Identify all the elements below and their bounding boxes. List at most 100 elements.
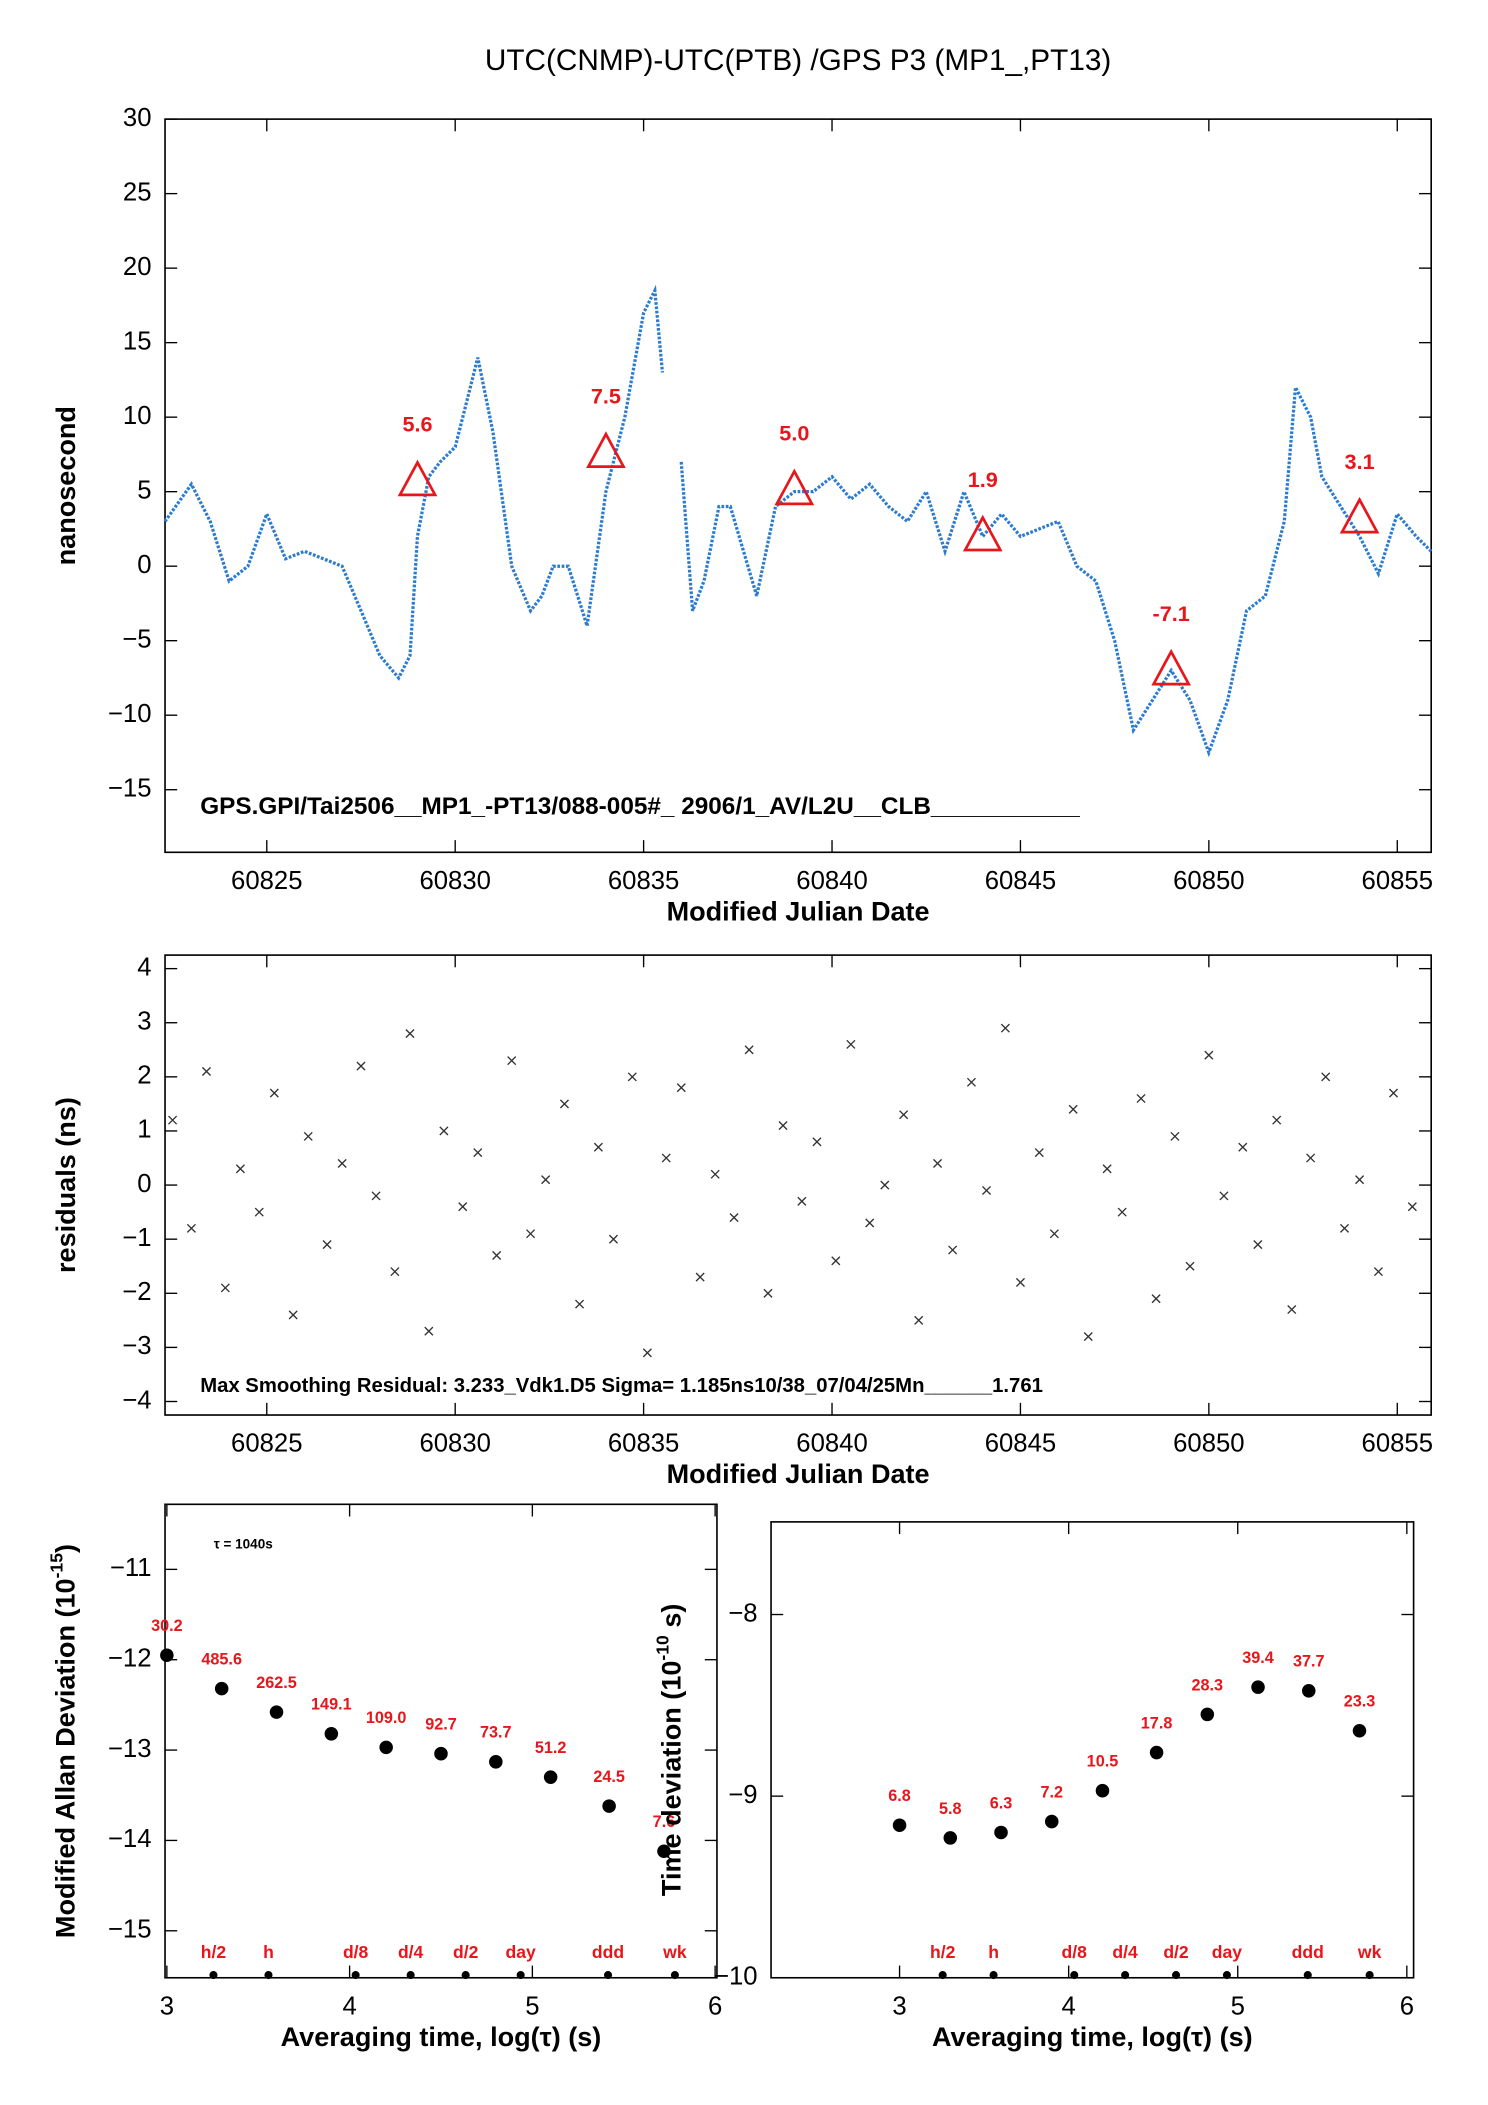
y-tick-label: 10 bbox=[123, 402, 152, 430]
point bbox=[543, 1770, 558, 1784]
residual-point bbox=[1136, 1093, 1146, 1104]
residual-point bbox=[424, 1326, 434, 1336]
plot-frame bbox=[770, 1521, 1415, 1979]
residual-point bbox=[1253, 1240, 1263, 1250]
residual-point bbox=[1068, 1104, 1078, 1114]
y-axis-label-part: ) bbox=[51, 1544, 81, 1553]
point bbox=[160, 1648, 174, 1662]
residual-point bbox=[778, 1121, 788, 1131]
point bbox=[1149, 1745, 1164, 1760]
plot-frame bbox=[164, 954, 1432, 1416]
period-label: ddd bbox=[592, 1942, 624, 1962]
point-label: 30.2 bbox=[151, 1617, 183, 1635]
residual-point bbox=[526, 1229, 536, 1239]
y-tick-label: −9 bbox=[728, 1781, 757, 1809]
residual-point bbox=[676, 1083, 686, 1093]
x-tick-label: 60855 bbox=[1362, 1430, 1433, 1458]
period-label: h/2 bbox=[930, 1942, 956, 1962]
y-tick-label: −4 bbox=[122, 1386, 151, 1414]
y-tick-label: −11 bbox=[110, 1554, 152, 1582]
period-label: d/4 bbox=[1112, 1942, 1138, 1962]
chart-title: UTC(CNMP)-UTC(PTB) /GPS P3 (MP1_,PT13) bbox=[485, 44, 1111, 77]
x-tick-label: 60835 bbox=[608, 1430, 679, 1458]
y-tick-label: −10 bbox=[108, 700, 152, 728]
residual-point bbox=[981, 1185, 992, 1196]
marker-label: 5.6 bbox=[402, 412, 432, 437]
residual-point bbox=[1339, 1223, 1350, 1233]
residual-point bbox=[865, 1218, 875, 1228]
period-mark bbox=[989, 1971, 998, 1980]
residual-point bbox=[1204, 1050, 1214, 1060]
triangle-marker bbox=[586, 431, 626, 468]
x-axis-label: Averaging time, log(τ) (s) bbox=[932, 2022, 1253, 2052]
x-tick-label: 4 bbox=[342, 1992, 356, 2020]
marker-label: 1.9 bbox=[968, 467, 998, 492]
residual-point bbox=[914, 1315, 924, 1325]
plot-frame bbox=[164, 1503, 718, 1979]
residual-point bbox=[899, 1110, 909, 1120]
residual-point bbox=[661, 1153, 671, 1163]
period-mark bbox=[461, 1971, 470, 1980]
residual-point bbox=[405, 1029, 415, 1039]
residual-point bbox=[1321, 1072, 1331, 1082]
residual-point bbox=[1102, 1164, 1112, 1174]
period-mark bbox=[603, 1971, 613, 1980]
y-axis-label-part: -10 bbox=[652, 1635, 672, 1661]
residual-point bbox=[642, 1348, 652, 1358]
point-label: 7.2 bbox=[1040, 1783, 1063, 1801]
x-axis-label: Modified Julian Date bbox=[667, 1459, 930, 1489]
period-mark bbox=[938, 1971, 947, 1980]
y-tick-label: 30 bbox=[123, 104, 152, 132]
x-tick-label: 6 bbox=[708, 1992, 722, 2020]
period-label: day bbox=[506, 1942, 537, 1962]
residual-point bbox=[948, 1245, 958, 1255]
residual-point bbox=[932, 1158, 943, 1168]
residual-point bbox=[458, 1202, 468, 1212]
period-label: h bbox=[988, 1942, 999, 1962]
x-tick-label: 60825 bbox=[231, 867, 302, 895]
y-tick-label: −15 bbox=[108, 774, 152, 802]
period-mark bbox=[1222, 1971, 1231, 1980]
residual-point bbox=[322, 1240, 332, 1250]
x-tick-label: 60840 bbox=[796, 1430, 867, 1458]
y-tick-label: −8 bbox=[728, 1599, 757, 1627]
residual-point bbox=[1117, 1207, 1127, 1217]
residual-point bbox=[303, 1131, 313, 1141]
point bbox=[489, 1755, 503, 1769]
point-label: 92.7 bbox=[425, 1716, 457, 1734]
y-tick-label: −10 bbox=[714, 1963, 758, 1991]
x-tick-label: 60845 bbox=[985, 867, 1056, 895]
residual-point bbox=[371, 1191, 381, 1201]
period-mark bbox=[670, 1971, 679, 1980]
x-axis-label: Modified Julian Date bbox=[667, 896, 930, 926]
x-tick-label: 3 bbox=[160, 1992, 174, 2020]
period-mark bbox=[264, 1971, 273, 1980]
residual-point bbox=[235, 1164, 245, 1174]
marker-label: 5.0 bbox=[779, 421, 809, 446]
x-tick-label: 3 bbox=[892, 1992, 906, 2020]
residual-point bbox=[710, 1169, 720, 1179]
residual-point bbox=[473, 1148, 483, 1158]
triangle-marker bbox=[397, 459, 438, 497]
residual-point bbox=[1355, 1175, 1365, 1185]
residual-point bbox=[168, 1115, 178, 1125]
point-label: 109.0 bbox=[366, 1709, 407, 1727]
x-axis-label: Averaging time, log(τ) (s) bbox=[281, 2022, 602, 2052]
residual-point bbox=[1219, 1191, 1229, 1201]
x-tick-label: 60840 bbox=[796, 867, 867, 895]
triangle-marker bbox=[1151, 648, 1192, 686]
y-tick-label: 2 bbox=[137, 1062, 151, 1090]
point bbox=[994, 1825, 1008, 1840]
period-mark bbox=[516, 1971, 525, 1980]
residual-point bbox=[1015, 1277, 1025, 1288]
point bbox=[1251, 1680, 1265, 1694]
marker-label: -7.1 bbox=[1153, 601, 1190, 626]
residual-point bbox=[1272, 1115, 1282, 1125]
point bbox=[1095, 1783, 1110, 1798]
y-tick-label: −2 bbox=[122, 1278, 151, 1306]
period-mark bbox=[351, 1971, 360, 1980]
period-mark bbox=[1365, 1971, 1374, 1980]
residual-point bbox=[1238, 1142, 1248, 1152]
period-mark bbox=[1070, 1971, 1079, 1980]
y-axis-label: nanosecond bbox=[51, 406, 81, 565]
